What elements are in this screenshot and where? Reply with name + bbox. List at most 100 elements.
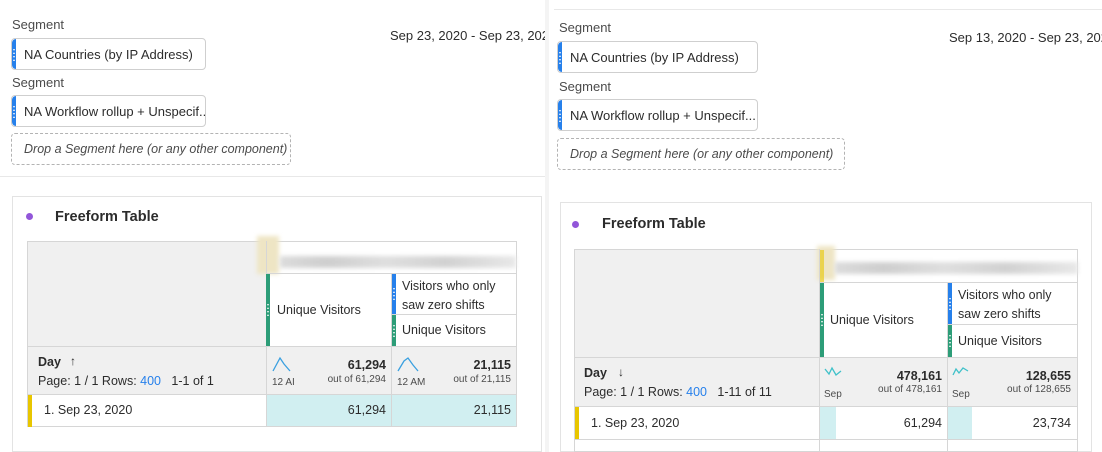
sparkline-label: 12 AI	[272, 377, 295, 388]
table-cell-value: 61,294	[903, 416, 942, 430]
row-range-text: 1-11 of 11	[717, 385, 772, 399]
segment-chip-na-workflow[interactable]: NA Workflow rollup + Unspecif...	[557, 99, 758, 131]
column-total-subtext: out of 21,115	[453, 374, 511, 385]
sparkline-icon	[952, 367, 969, 376]
redacted-header	[835, 262, 1078, 274]
segment-chip-na-workflow[interactable]: NA Workflow rollup + Unspecif...	[11, 95, 206, 127]
segment-chip-na-countries[interactable]: NA Countries (by IP Address)	[557, 41, 758, 73]
page-info-text: Page: 1 / 1 Rows:	[584, 385, 687, 399]
divider	[574, 357, 1078, 358]
drag-handle-icon[interactable]	[12, 39, 16, 69]
column-header-segment[interactable]: Visitors who only saw zero shifts	[402, 279, 496, 312]
segment-chip-label: NA Workflow rollup + Unspecif...	[570, 107, 756, 123]
sparkline-label: 12 AM	[397, 377, 426, 388]
table-corner	[28, 242, 266, 346]
dimension-row-marker	[28, 395, 32, 427]
pagination-info: Page: 1 / 1 Rows: 400 1-11 of 11	[584, 385, 772, 399]
segment-drag-handle-icon[interactable]	[948, 283, 952, 324]
date-range[interactable]: Sep 13, 2020 - Sep 23, 2020	[949, 30, 1102, 45]
table-cell-value: 61,294	[347, 403, 386, 417]
freeform-table-title[interactable]: Freeform Table	[602, 216, 706, 232]
table-cell-bar	[392, 395, 516, 426]
divider	[554, 9, 1102, 10]
metric-drag-handle-icon[interactable]	[820, 283, 824, 357]
divider	[820, 282, 1078, 283]
table-cell-value: 21,115	[473, 403, 511, 417]
table-row-label[interactable]: 1. Sep 23, 2020	[44, 403, 133, 417]
rows-per-page-link[interactable]: 400	[140, 374, 161, 388]
column-total-subtext: out of 478,161	[878, 384, 942, 395]
right-workspace-panel: Segment NA Countries (by IP Address) Seg…	[549, 0, 1102, 452]
drag-handle-icon[interactable]	[558, 42, 562, 72]
column-total-subtext: out of 128,655	[1007, 384, 1071, 395]
divider	[0, 176, 545, 177]
segment-label: Segment	[559, 20, 612, 35]
sparkline-icon	[272, 356, 291, 372]
sparkline-icon	[824, 366, 842, 376]
panel-status-dot-icon	[572, 221, 579, 228]
divider	[392, 314, 517, 315]
column-header-segment[interactable]: Visitors who only saw zero shifts	[958, 288, 1052, 321]
freeform-table-title[interactable]: Freeform Table	[55, 209, 159, 225]
segment-chip-label: NA Countries (by IP Address)	[570, 49, 739, 65]
segment-label: Segment	[12, 75, 65, 90]
segment-label: Segment	[12, 17, 65, 32]
table-cell-bar	[267, 395, 391, 426]
segment-chip-label: NA Countries (by IP Address)	[24, 46, 193, 62]
segment-drop-zone[interactable]: Drop a Segment here (or any other compon…	[557, 138, 845, 170]
table-cell-bar	[948, 407, 972, 439]
segment-drag-handle-icon[interactable]	[392, 274, 396, 314]
sort-descending-icon[interactable]: ↓	[618, 365, 624, 379]
column-total: 61,294	[347, 358, 386, 372]
table-cell-bar	[820, 407, 836, 439]
dimension-header-day[interactable]: Day	[584, 366, 607, 380]
panel-status-dot-icon	[26, 213, 33, 220]
segment-label: Segment	[559, 79, 612, 94]
date-range[interactable]: Sep 23, 2020 - Sep 23, 2020	[390, 28, 557, 43]
drag-handle-icon[interactable]	[12, 96, 16, 126]
divider	[819, 249, 820, 452]
divider	[27, 394, 517, 395]
dimension-header-day[interactable]: Day	[38, 355, 61, 369]
redacted-header	[257, 236, 279, 274]
divider	[574, 439, 1078, 440]
column-total-subtext: out of 61,294	[327, 374, 386, 385]
divider	[948, 324, 1078, 325]
rows-per-page-link[interactable]: 400	[686, 385, 707, 399]
column-header-unique-visitors[interactable]: Unique Visitors	[402, 323, 486, 337]
metric-drag-handle-icon[interactable]	[266, 274, 270, 346]
row-range-text: 1-1 of 1	[171, 374, 214, 388]
summary-row	[28, 347, 516, 394]
segment-chip-na-countries[interactable]: NA Countries (by IP Address)	[11, 38, 206, 70]
sparkline-label: Sep	[952, 389, 970, 400]
dimension-marker	[820, 250, 824, 282]
table-row-label[interactable]: 1. Sep 23, 2020	[591, 416, 680, 430]
redacted-header	[280, 256, 516, 268]
column-total: 21,115	[473, 358, 511, 372]
table-cell-value: 23,734	[1032, 416, 1071, 430]
pagination-info: Page: 1 / 1 Rows: 400 1-1 of 1	[38, 374, 214, 388]
column-total: 128,655	[1025, 369, 1071, 383]
dimension-row-marker	[575, 407, 579, 439]
summary-row	[575, 358, 1077, 406]
segment-chip-label: NA Workflow rollup + Unspecif...	[24, 103, 206, 119]
divider	[947, 282, 948, 452]
sparkline-icon	[397, 357, 419, 372]
metric-drag-handle-icon[interactable]	[948, 325, 952, 357]
sparkline-label: Sep	[824, 389, 842, 400]
table-corner	[575, 250, 819, 357]
column-header-unique-visitors[interactable]: Unique Visitors	[277, 303, 361, 317]
column-header-unique-visitors[interactable]: Unique Visitors	[830, 313, 914, 327]
column-header-unique-visitors[interactable]: Unique Visitors	[958, 334, 1042, 348]
column-total: 478,161	[896, 369, 942, 383]
panel-divider	[545, 0, 549, 452]
page-info-text: Page: 1 / 1 Rows:	[38, 374, 141, 388]
sort-ascending-icon[interactable]: ↑	[70, 354, 76, 368]
left-workspace-panel: Segment NA Countries (by IP Address) Seg…	[0, 0, 556, 452]
drag-handle-icon[interactable]	[558, 100, 562, 130]
segment-drop-zone[interactable]: Drop a Segment here (or any other compon…	[11, 133, 291, 165]
divider	[574, 406, 1078, 407]
metric-drag-handle-icon[interactable]	[392, 315, 396, 346]
divider	[27, 346, 517, 347]
divider	[391, 273, 392, 427]
